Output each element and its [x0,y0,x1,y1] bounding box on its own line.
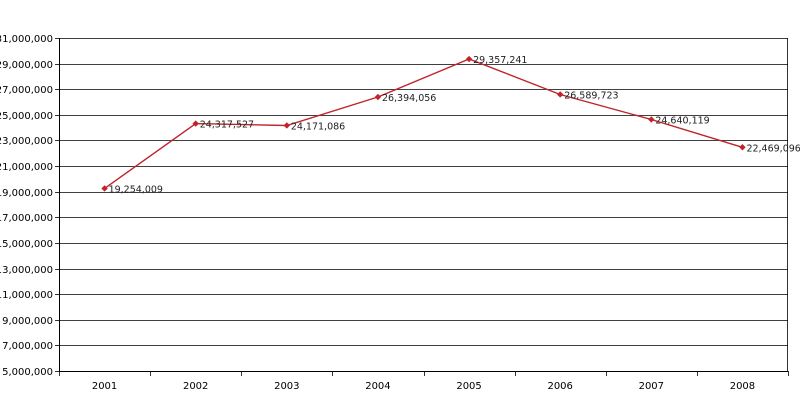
data-label: 26,394,056 [382,93,436,104]
data-label: 24,317,527 [200,120,254,131]
x-tick-label: 2007 [639,381,664,392]
data-label: 29,357,241 [473,55,527,66]
x-tick-label: 2005 [456,381,481,392]
series: 19,254,009 24,317,527 24,171,086 26,394,056… [101,55,800,195]
y-tick-label: 11,000,000 [0,290,53,301]
x-tick-label: 2008 [730,381,755,392]
y-tick-label: 27,000,000 [0,85,53,96]
y-tick-label: 17,000,000 [0,213,53,224]
data-label: 19,254,009 [109,184,163,195]
x-tick-label: 2006 [547,381,572,392]
data-point [648,116,655,123]
data-label: 22,469,096 [746,143,800,154]
y-tick-label: 31,000,000 [0,34,53,45]
data-point [739,144,746,151]
data-label: 26,589,723 [564,90,618,101]
data-point [556,91,564,98]
x-tick-label: 2001 [92,381,117,392]
grid-lines [59,38,788,372]
y-tick-label: 15,000,000 [0,239,53,250]
x-tick-label: 2004 [365,381,390,392]
x-axis: 2001 2002 2003 2004 2005 2006 2007 2008 [59,371,789,392]
data-point [374,93,382,101]
data-label: 24,171,086 [291,121,345,132]
y-tick-label: 21,000,000 [0,162,53,173]
y-tick-label: 29,000,000 [0,60,53,71]
data-label: 24,640,119 [655,115,709,126]
series-line [104,58,743,189]
y-tick-label: 9,000,000 [2,316,53,327]
x-tick-label: 2003 [274,381,299,392]
data-point [192,120,199,127]
y-tick-label: 25,000,000 [0,111,53,122]
y-axis: 5,000,000 7,000,000 9,000,000 11,000,000 13,… [0,34,788,378]
data-point [283,122,291,129]
y-tick-label: 13,000,000 [0,265,53,276]
y-tick-label: 5,000,000 [2,367,53,378]
data-point [465,55,473,63]
y-tick-label: 7,000,000 [2,341,53,352]
data-point [101,185,108,192]
y-tick-label: 19,000,000 [0,188,53,199]
x-tick-label: 2002 [183,381,208,392]
y-tick-label: 23,000,000 [0,136,53,147]
